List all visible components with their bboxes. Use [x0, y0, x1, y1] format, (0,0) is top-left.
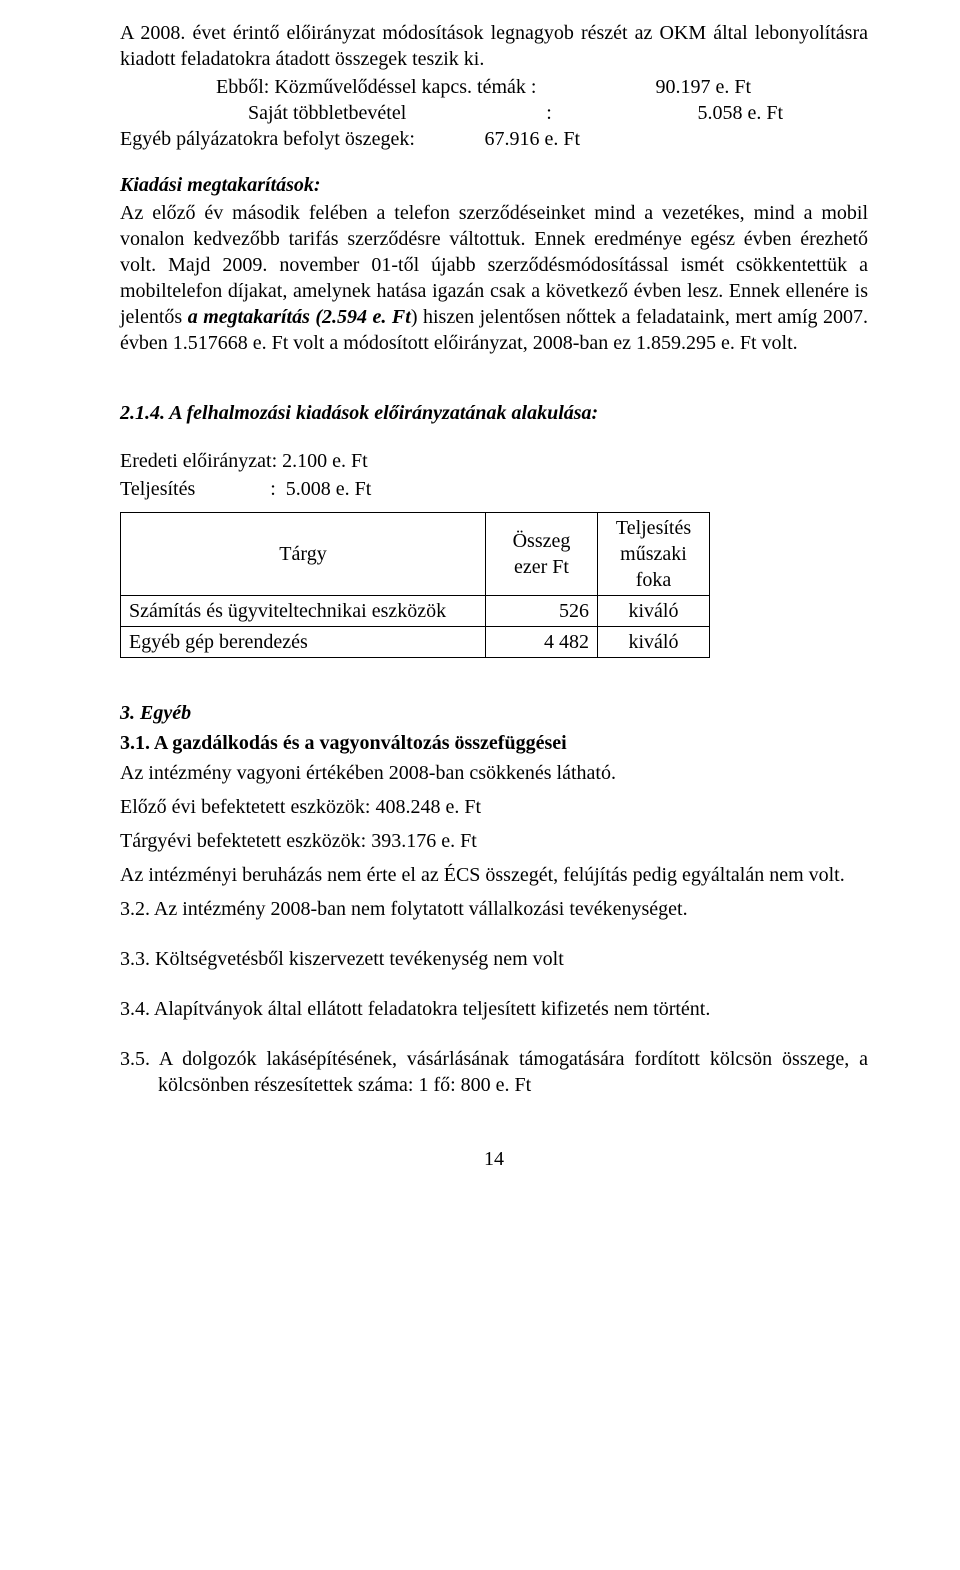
section-3-3: 3.3. Költségvetésből kiszervezett tevéke…: [120, 946, 868, 972]
page-number: 14: [120, 1146, 868, 1172]
row-label: Egyéb pályázatokra befolyt öszegek:: [120, 126, 480, 152]
table-cell: 4 482: [486, 627, 598, 658]
equipment-table: Tárgy Összeg ezer Ft Teljesítés műszaki …: [120, 512, 710, 658]
amounts-list: Ebből: Közművelődéssel kapcs. témák : 90…: [120, 74, 868, 152]
original-appropriation: Eredeti előirányzat: 2.100 e. Ft: [120, 448, 868, 474]
table-header: Teljesítés műszaki foka: [598, 513, 710, 596]
table-cell: Számítás és ügyviteltechnikai eszközök: [121, 596, 486, 627]
table-cell: kiváló: [598, 627, 710, 658]
row-label: Saját többletbevétel :: [120, 100, 683, 126]
row-label: Ebből: Közművelődéssel kapcs. témák :: [120, 74, 651, 100]
savings-heading: Kiadási megtakarítások:: [120, 172, 868, 198]
completion-line: Teljesítés : 5.008 e. Ft: [120, 476, 868, 502]
sec31-line: Előző évi befektetett eszközök: 408.248 …: [120, 794, 868, 820]
row-value: 5.058 e. Ft: [683, 100, 783, 126]
table-row: Egyéb gép berendezés 4 482 kiváló: [121, 627, 710, 658]
table-header: Tárgy: [121, 513, 486, 596]
row-value: 90.197 e. Ft: [651, 74, 751, 100]
section-3-4: 3.4. Alapítványok által ellátott feladat…: [120, 996, 868, 1022]
section-3-1-heading: 3.1. A gazdálkodás és a vagyonváltozás ö…: [120, 730, 868, 756]
table-cell: Egyéb gép berendezés: [121, 627, 486, 658]
section-2-1-4-heading: 2.1.4. A felhalmozási kiadások előirányz…: [120, 400, 868, 426]
table-cell: kiváló: [598, 596, 710, 627]
section-3-heading: 3. Egyéb: [120, 700, 868, 726]
section-3-5: 3.5. A dolgozók lakásépítésének, vásárlá…: [120, 1046, 868, 1098]
table-cell: 526: [486, 596, 598, 627]
paragraph-intro: A 2008. évet érintő előirányzat módosítá…: [120, 20, 868, 72]
table-row: Számítás és ügyviteltechnikai eszközök 5…: [121, 596, 710, 627]
row-value: 67.916 e. Ft: [480, 126, 580, 152]
savings-paragraph: Az előző év második felében a telefon sz…: [120, 200, 868, 356]
section-3-2: 3.2. Az intézmény 2008-ban nem folytatot…: [120, 896, 868, 922]
sec31-line: Az intézményi beruházás nem érte el az É…: [120, 862, 868, 888]
table-header: Összeg ezer Ft: [486, 513, 598, 596]
sec31-line: Tárgyévi befektetett eszközök: 393.176 e…: [120, 828, 868, 854]
sec31-line: Az intézmény vagyoni értékében 2008-ban …: [120, 760, 868, 786]
